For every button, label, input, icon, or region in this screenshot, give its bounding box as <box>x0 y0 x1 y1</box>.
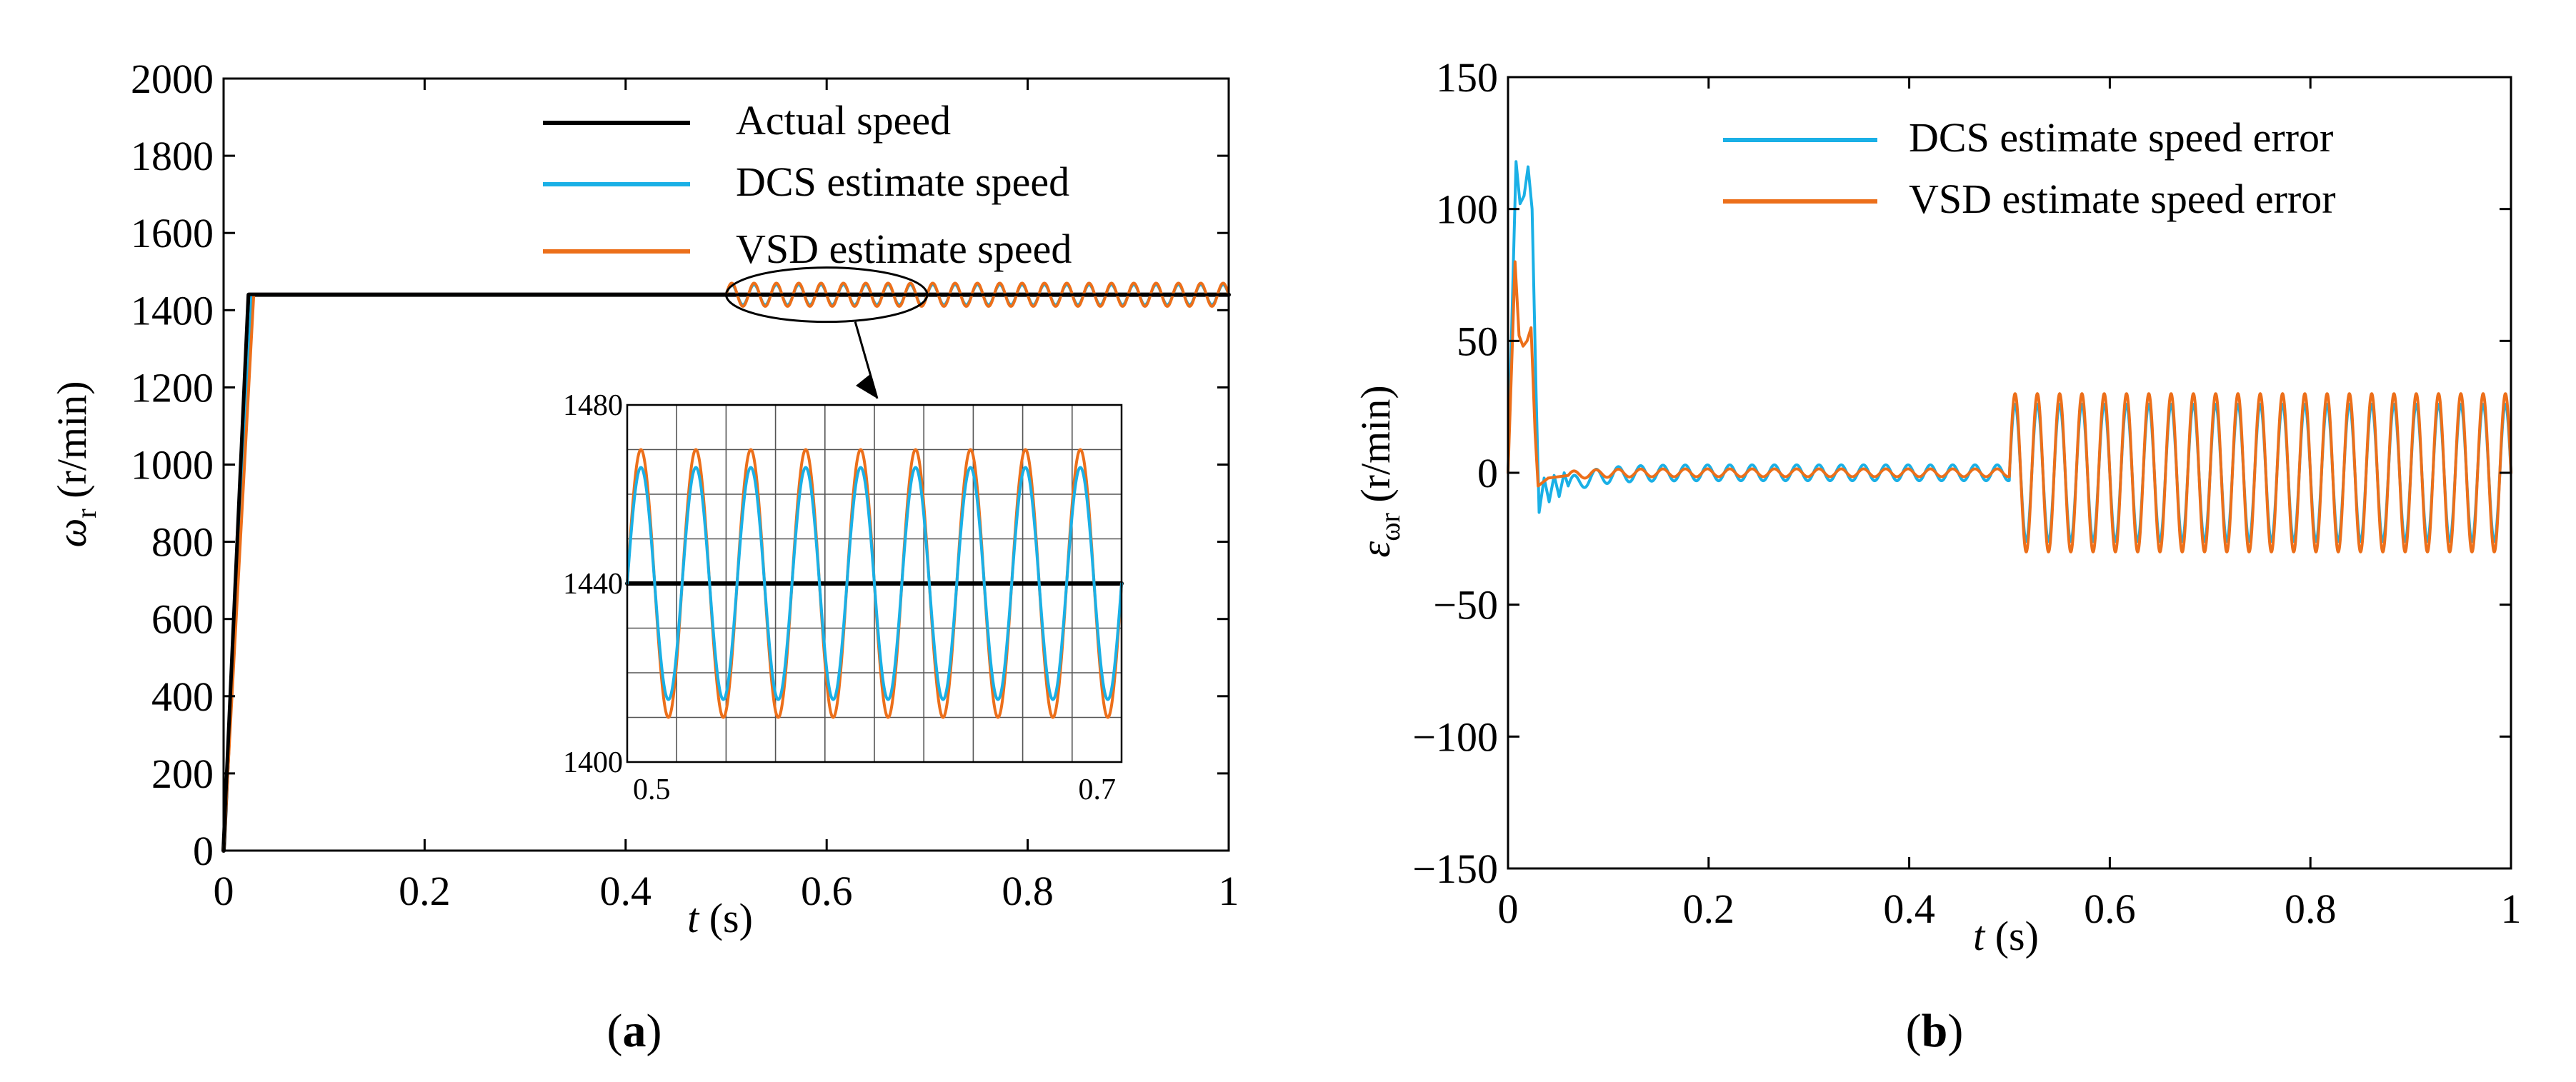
panel-a-ytick-label: 1200 <box>131 364 214 411</box>
panel-b-xtick-label: 0.4 <box>1883 886 1935 932</box>
panel-a-xtick-label: 0.6 <box>801 868 853 914</box>
panel-a-xtick-label: 0.8 <box>1002 868 1054 914</box>
panel-b-ytick-label: 0 <box>1477 450 1498 496</box>
legend-label-actual-speed: Actual speed <box>736 97 951 144</box>
legend-label-dcs-estimate-speed: DCS estimate speed <box>736 159 1069 205</box>
legend-label-vsd-estimate-speed: VSD estimate speed <box>736 226 1072 272</box>
panel-a-ytick-label: 200 <box>151 751 214 797</box>
panel-a-xtick-label: 1 <box>1219 868 1239 914</box>
panel-b-series-vsd-estimate-speed-error <box>1507 260 2512 553</box>
panel-a-zoom-annotation <box>724 266 929 399</box>
panel-b: 0 0.2 0.4 0.6 0.8 1 −150 −100 −50 0 50 100 150 DCS e… <box>1352 54 2522 1057</box>
inset-frame <box>626 404 1123 763</box>
panel-a-xtick-label: 0 <box>214 868 234 914</box>
panel-b-xtick-label: 0.2 <box>1683 886 1735 932</box>
inset-xtick-label: 0.7 <box>1079 773 1117 806</box>
panel-a-label: (a) <box>607 1005 662 1057</box>
legend-label-dcs-estimate-speed-error: DCS estimate speed error <box>1909 114 2333 161</box>
panel-b-ytick-label: 50 <box>1457 318 1498 364</box>
panel-a-ytick-label: 1400 <box>131 287 214 334</box>
panel-a-ytick-label: 2000 <box>131 56 214 102</box>
panel-b-ytick-label: −50 <box>1433 582 1498 628</box>
panel-a-xlabel: t (s) <box>687 895 753 941</box>
panel-a-ytick-label: 1000 <box>131 442 214 489</box>
panel-a-zoom-arrow-head <box>856 374 877 399</box>
panel-b-ytick-label: 100 <box>1436 186 1498 233</box>
panel-a-ytick-label: 1600 <box>131 210 214 256</box>
panel-a-zoom-arrow-shaft <box>854 321 879 399</box>
inset-series-dcs-estimate-speed <box>626 466 1123 701</box>
panel-b-label: (b) <box>1906 1005 1964 1057</box>
panel-b-xtick-label: 0.8 <box>2285 886 2337 932</box>
panel-a-ytick-label: 400 <box>151 673 214 720</box>
panel-a-ytick-label: 800 <box>151 519 214 566</box>
inset-ytick-label: 1400 <box>563 746 623 779</box>
panel-b-series-group <box>1507 160 2512 553</box>
panel-b-xtick-label: 0 <box>1498 886 1519 932</box>
panel-b-xtick-label: 1 <box>2501 886 2522 932</box>
panel-a-legend: Actual speed DCS estimate speed VSD esti… <box>543 97 1072 272</box>
panel-b-legend: DCS estimate speed error VSD estimate sp… <box>1723 114 2336 222</box>
legend-label-vsd-estimate-speed-error: VSD estimate speed error <box>1909 176 2336 222</box>
panel-a-ticks: 0 0.2 0.4 0.6 0.8 1 0 200 400 600 800 1000 1200 1400 1… <box>131 56 1239 914</box>
panel-a-xtick-label: 0.4 <box>600 868 652 914</box>
panel-a-ytick-label: 1800 <box>131 133 214 179</box>
inset-xtick-label: 0.5 <box>633 773 671 806</box>
panel-a-zoom-ellipse <box>724 266 929 324</box>
panel-a: 0.5 0.7 1400 1440 1480 0 0.2 0.4 0.6 0.8 1 0 200 400… <box>49 56 1239 1057</box>
panel-b-ytick-label: −100 <box>1412 713 1498 760</box>
inset-ytick-label: 1440 <box>563 568 623 601</box>
panel-a-ytick-label: 600 <box>151 596 214 643</box>
panel-b-ticks: 0 0.2 0.4 0.6 0.8 1 −150 −100 −50 0 50 100 150 <box>1412 54 2521 932</box>
panel-b-ylabel: εωr (r/min) <box>1352 385 1406 557</box>
panel-a-ytick-label: 0 <box>193 828 214 874</box>
panel-b-xtick-label: 0.6 <box>2084 886 2136 932</box>
panel-b-xlabel: t (s) <box>1973 913 2039 959</box>
panel-a-xtick-label: 0.2 <box>399 868 451 914</box>
inset-ytick-label: 1480 <box>563 389 623 422</box>
panel-a-ylabel: ωr (r/min) <box>49 381 102 547</box>
panel-b-ytick-label: 150 <box>1436 54 1498 101</box>
panel-a-inset: 0.5 0.7 1400 1440 1480 <box>563 389 1124 806</box>
panel-b-ytick-label: −150 <box>1412 846 1498 892</box>
